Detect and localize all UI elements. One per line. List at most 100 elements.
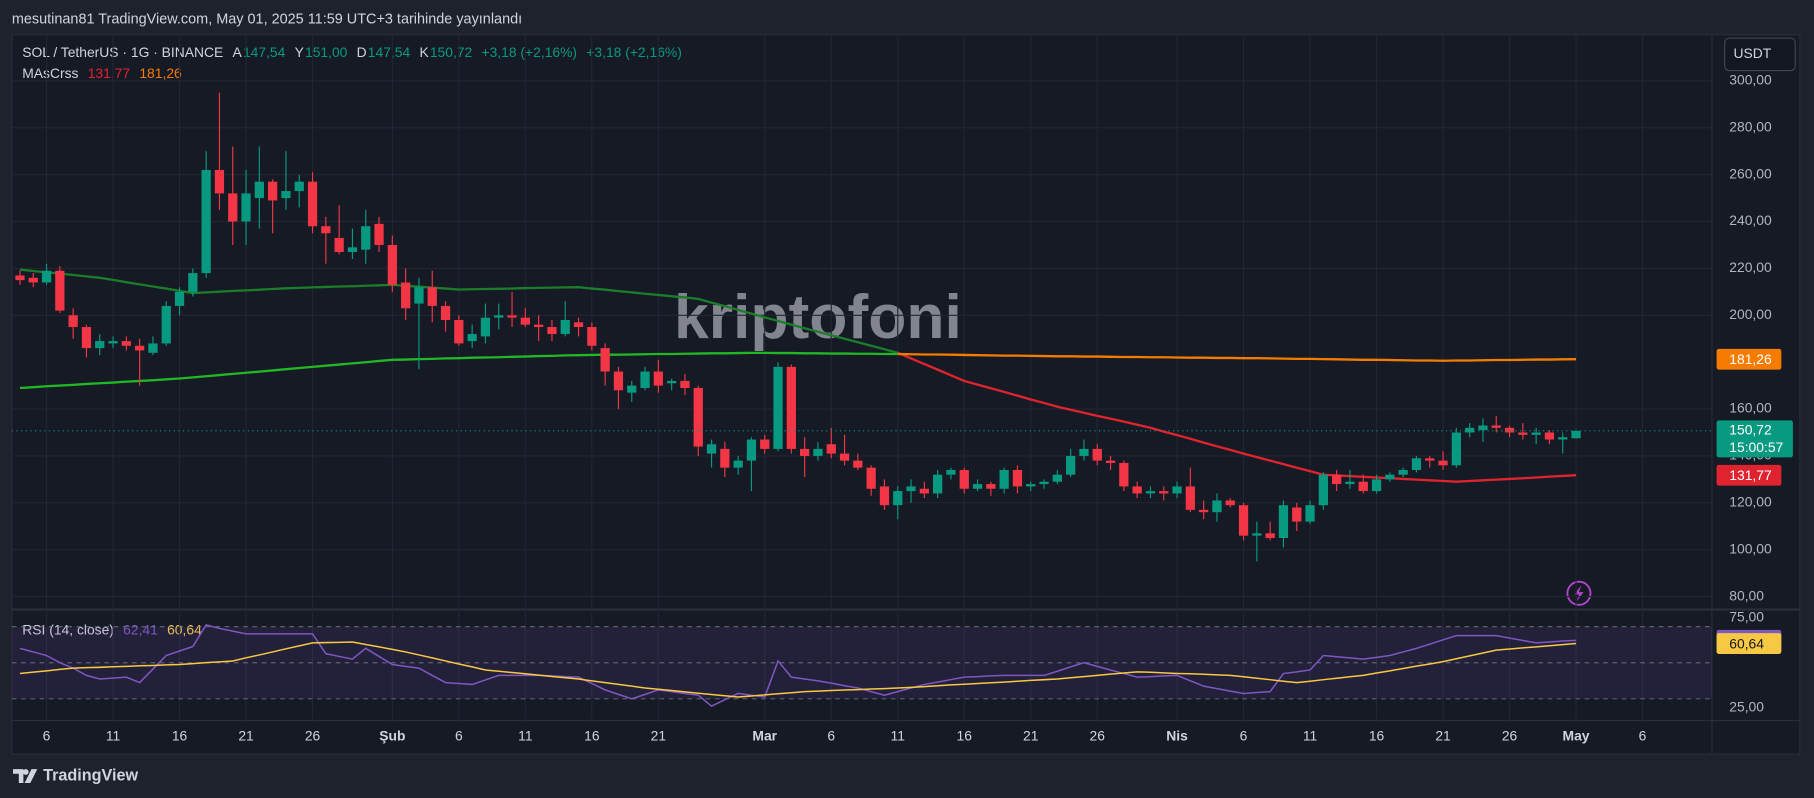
candle-body: [587, 327, 597, 346]
legend-item: 60,64: [167, 621, 202, 637]
candle-body: [1079, 448, 1089, 456]
candle-body: [720, 448, 730, 468]
candle-body: [866, 467, 876, 489]
candle-body: [986, 484, 996, 489]
candle-body: [95, 341, 105, 349]
candle-body: [1238, 505, 1249, 536]
candle-body: [906, 486, 916, 492]
x-tick-label: 21: [1023, 727, 1039, 743]
candle-body: [1052, 474, 1062, 482]
candle-body: [999, 470, 1009, 489]
legend-item: 62,41: [123, 621, 158, 637]
candle-body: [1185, 486, 1195, 510]
legend-item: K: [419, 44, 429, 60]
candle-body: [1105, 460, 1116, 463]
candle-body: [440, 305, 451, 320]
currency-button-label[interactable]: USDT: [1734, 45, 1772, 61]
y-tick-label: 280,00: [1729, 118, 1772, 134]
candle-body: [680, 380, 690, 388]
legend-item: MAsCrss: [22, 65, 78, 81]
x-tick-label: 11: [106, 727, 121, 743]
line-series: [19, 268, 899, 354]
x-tick-label: 6: [827, 727, 835, 743]
x-tick-label: Şub: [379, 727, 405, 743]
candle-body: [959, 470, 969, 489]
y-tick-label: 80,00: [1729, 587, 1764, 603]
y-tick-label: 240,00: [1729, 212, 1772, 228]
candle-body: [427, 287, 437, 306]
candle-body: [1425, 458, 1435, 461]
candle-body: [1119, 462, 1129, 487]
alert-circle[interactable]: [1566, 580, 1592, 606]
y-tick-label: 300,00: [1729, 72, 1772, 88]
candle-body: [972, 484, 983, 489]
candle-body: [520, 317, 530, 325]
rsi-tick-label: 75,00: [1729, 608, 1764, 624]
candle-body: [946, 470, 956, 475]
candle-body: [334, 237, 344, 253]
legend-item: 150,72: [430, 44, 473, 60]
line-series: [19, 351, 898, 390]
price-tag: [1716, 348, 1782, 370]
candle-body: [1465, 427, 1475, 433]
rsi-tick-label: 25,00: [1729, 699, 1764, 715]
candle-body: [148, 343, 158, 353]
candle-body: [480, 317, 491, 337]
candle-body: [454, 319, 464, 344]
candle-body: [600, 348, 610, 372]
x-tick-label: 16: [172, 727, 188, 743]
candle-body: [773, 366, 783, 449]
legend-item: +3,18 (+2,16%): [586, 44, 682, 60]
candle-body: [1371, 479, 1382, 492]
x-tick-label: 6: [455, 727, 463, 743]
x-tick-label: 11: [891, 727, 906, 743]
candle-body: [693, 387, 703, 447]
candle-body: [1132, 486, 1142, 494]
candle-body: [228, 193, 238, 222]
price-tag: [1716, 464, 1782, 486]
currency-button[interactable]: USDT: [1724, 37, 1796, 72]
candle-body: [839, 453, 850, 461]
rsi-legend: RSI (14, close) 62,41 60,64: [22, 621, 202, 637]
candle-body: [15, 275, 25, 281]
candle-body: [933, 474, 943, 494]
candle-body: [281, 191, 291, 199]
candle-body: [55, 270, 65, 311]
brand-logo: [13, 769, 38, 783]
brand: TradingView: [13, 766, 139, 784]
candle-body: [1012, 470, 1023, 487]
currency-button-box[interactable]: [1724, 37, 1796, 72]
candle-body: [813, 448, 823, 456]
x-tick-label: 21: [238, 727, 254, 743]
candle-body: [1039, 481, 1049, 485]
candle-body: [1252, 533, 1262, 536]
candle-body: [1026, 484, 1036, 487]
alert-bolt[interactable]: [1574, 585, 1584, 602]
price-tag-label: 131,77: [1729, 467, 1772, 483]
countdown-label: 15:00:57: [1729, 439, 1783, 455]
candle-body: [347, 247, 358, 253]
legend-item: +3,18 (+2,16%): [482, 44, 578, 60]
candle-body: [254, 181, 264, 199]
candle-body: [1504, 427, 1515, 433]
candle-body: [1571, 430, 1581, 439]
candle-body: [401, 282, 411, 309]
candle-body: [135, 345, 145, 351]
watermark: kriptofoni: [674, 282, 962, 352]
candle-body: [1225, 500, 1235, 506]
candle-body: [853, 460, 863, 468]
alert-icon[interactable]: [1566, 580, 1592, 606]
candle-body: [627, 385, 637, 393]
x-tick-label: 21: [651, 727, 667, 743]
candle-body: [1544, 432, 1555, 440]
candle-body: [1358, 481, 1368, 492]
candle-body: [1478, 425, 1488, 431]
candle-body: [321, 226, 331, 234]
candle-body: [307, 181, 318, 227]
candle-body: [1199, 509, 1209, 513]
x-tick-label: 11: [1303, 727, 1318, 743]
candle-body: [1332, 474, 1342, 485]
y-tick-label: 100,00: [1729, 540, 1772, 556]
candle-body: [68, 315, 78, 328]
candle-body: [81, 327, 92, 349]
